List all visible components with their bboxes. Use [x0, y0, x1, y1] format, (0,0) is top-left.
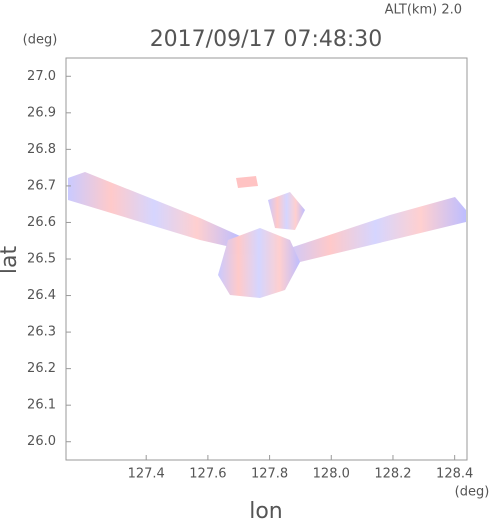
echo: [285, 197, 466, 262]
y-tick-label: 26.6: [27, 215, 56, 230]
x-axis-label: lon: [249, 499, 283, 521]
y-tick-label: 26.8: [27, 142, 56, 157]
y-tick-label: 26.3: [27, 325, 56, 340]
x-tick-label: 127.4: [128, 467, 165, 482]
y-tick-label: 26.4: [27, 288, 56, 303]
echo: [236, 176, 258, 188]
x-tick-label: 128.2: [374, 467, 411, 482]
echo: [218, 228, 300, 298]
y-axis-label: lat: [0, 246, 22, 275]
chart-title: 2017/09/17 07:48:30: [150, 27, 383, 52]
x-tick-label: 128.4: [436, 467, 473, 482]
x-unit: (deg): [455, 485, 490, 500]
x-tick-label: 127.6: [189, 467, 226, 482]
x-tick-label: 127.8: [251, 467, 288, 482]
echo: [268, 192, 305, 230]
y-tick-label: 26.1: [27, 398, 56, 413]
echo-field: [68, 172, 466, 298]
echo: [68, 172, 240, 248]
y-tick-label: 26.9: [27, 105, 56, 120]
x-tick-label: 128.0: [313, 467, 350, 482]
y-tick-label: 26.2: [27, 361, 56, 376]
y-tick-label: 26.0: [27, 434, 56, 449]
y-tick-label: 26.5: [27, 252, 56, 267]
y-tick-label: 26.7: [27, 178, 56, 193]
y-unit: (deg): [23, 33, 58, 48]
y-tick-label: 27.0: [27, 69, 56, 84]
altitude: ALT(km) 2.0: [385, 3, 462, 18]
